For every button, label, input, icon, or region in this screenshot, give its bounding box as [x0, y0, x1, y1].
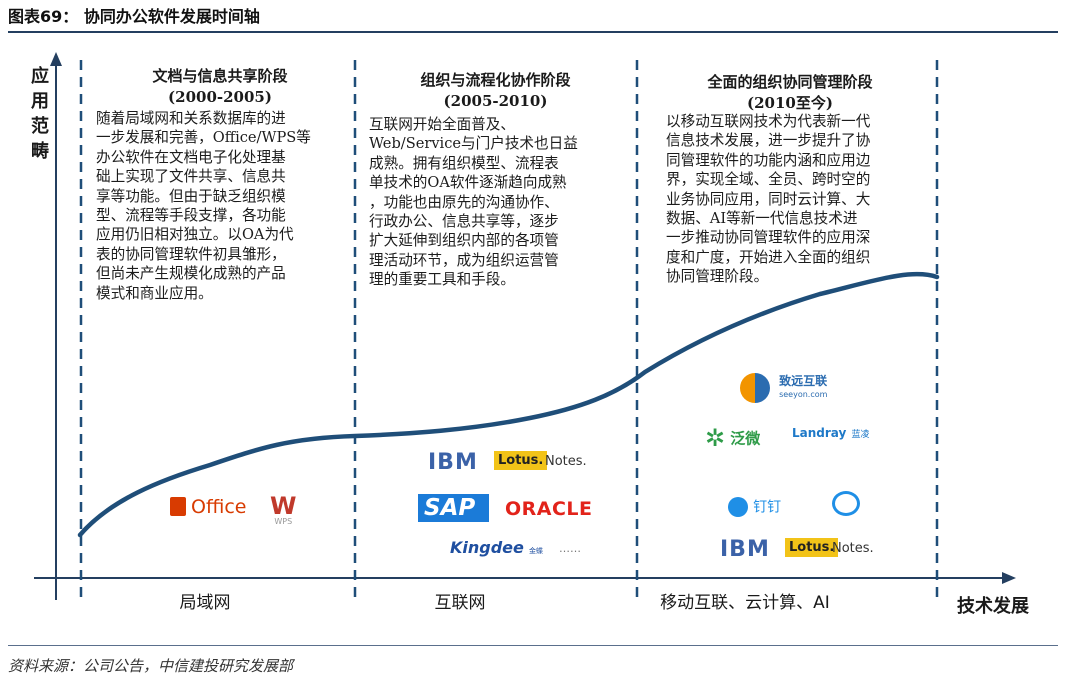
stage-2-line: 成熟。拥有组织模型、流程表	[369, 154, 559, 172]
stage-1-line: 表的协同管理软件初具雏形，	[96, 245, 286, 263]
ellipsis-text: ……	[559, 542, 581, 555]
stage-2-line: 互联网开始全面普及、	[369, 116, 515, 133]
kingdee-logo-cn: 金蝶	[528, 547, 543, 555]
stage-1-header: 文档与信息共享阶段 (2000-2005)	[90, 66, 350, 108]
wps-logo: W WPS	[270, 492, 297, 526]
stage-3-title: 全面的组织协同管理阶段	[707, 73, 873, 91]
footer-rule	[8, 645, 1058, 646]
stage-2-period: (2005-2010)	[443, 92, 548, 110]
stage-3-period: (2010至今)	[747, 94, 833, 112]
stage-2-title: 组织与流程化协作阶段	[420, 71, 571, 89]
y-axis-arrow	[50, 52, 62, 66]
lotus-logo-2: Lotus.	[785, 538, 839, 557]
seeyon-en-text: seeyon.com	[779, 390, 828, 399]
wps-w-icon: W	[270, 492, 297, 520]
stage-1-line: 享等功能。但由于缺乏组织模	[96, 187, 286, 205]
stage-3-description: 以移动互联网技术为代表新一代 信息技术发展，进一步提升了协 同管理软件的功能内涵…	[666, 112, 934, 287]
stage-2-line: 理的重要工具和手段。	[369, 271, 515, 289]
weaver-logo: ✲ 泛微	[705, 424, 760, 452]
stage-1-line: 办公软件在文档电子化处理基	[96, 148, 286, 166]
growth-curve	[77, 271, 940, 538]
landray-logo-cn: 蓝凌	[851, 430, 870, 440]
stage-3-line: 信息技术发展，进一步提升了协	[666, 132, 871, 150]
ibm-logo: IBM	[428, 450, 478, 475]
stage-3-line: 度和广度，开始进入全面的组织	[666, 248, 871, 266]
x-label-lan: 局域网	[179, 593, 231, 613]
weaver-icon: ✲	[705, 424, 726, 452]
stage-3-line: 业务协同应用，同时云计算、大	[666, 190, 871, 208]
landray-logo: Landray 蓝凌	[792, 422, 869, 441]
x-axis-arrow	[1002, 572, 1016, 584]
stage-2-line: 理活动环节，成为组织运营管	[369, 251, 559, 269]
office-logo: Office	[170, 496, 246, 518]
stage-1-line: 型、流程等手段支撑，各功能	[96, 207, 286, 225]
stage-1-line: 一步发展和完善，Office/WPS等	[96, 129, 311, 147]
landray-logo-text: Landray	[792, 426, 847, 440]
dingtalk-icon	[728, 496, 748, 517]
stage-1-line: 模式和商业应用。	[96, 284, 213, 302]
notes-logo: Notes.	[545, 454, 587, 469]
office-logo-text: Office	[191, 496, 247, 518]
wps-logo-text: WPS	[274, 517, 293, 526]
x-label-internet: 互联网	[434, 593, 486, 613]
title-rule	[8, 31, 1058, 33]
source-note: 资料来源：公司公告，中信建投研究发展部	[8, 657, 294, 675]
stage-1-line: 随着局域网和关系数据库的进	[96, 110, 286, 127]
stage-2-line: 扩大延伸到组织内部的各项管	[369, 232, 559, 250]
stage-3-line: 协同管理阶段。	[666, 268, 769, 286]
weaver-logo-text: 泛微	[730, 429, 761, 448]
x-axis-title: 技术发展	[957, 596, 1029, 617]
stage-2-line: 行政办公、信息共享等，逐步	[369, 213, 559, 231]
kingdee-logo: Kingdee 金蝶	[450, 538, 543, 557]
stage-3-line: 一步推动协同管理软件的应用深	[666, 229, 871, 247]
seeyon-logo: 致远互联 seeyon.com	[740, 373, 827, 403]
stage-1-line: 应用仍旧相对独立。以OA为代	[96, 226, 294, 244]
seeyon-icon	[740, 373, 770, 403]
stage-1-title: 文档与信息共享阶段	[152, 67, 288, 85]
dingtalk-logo-text: 钉钉	[753, 499, 782, 516]
x-label-mobile-cloud-ai: 移动互联、云计算、AI	[660, 593, 830, 613]
sap-logo: SAP	[418, 494, 490, 522]
stage-3-header: 全面的组织协同管理阶段 (2010至今)	[655, 72, 925, 114]
stage-3-line: 数据、AI等新一代信息技术进	[666, 210, 858, 228]
kingdee-logo-text: Kingdee	[450, 538, 524, 557]
stage-3-line: 界，实现全域、全员、跨时空的	[666, 171, 871, 189]
lotus-logo: Lotus.	[494, 451, 548, 470]
stage-1-description: 随着局域网和关系数据库的进 一步发展和完善，Office/WPS等 办公软件在文…	[96, 109, 354, 303]
stage-3-line: 以移动互联网技术为代表新一代	[666, 113, 871, 130]
stage-2-header: 组织与流程化协作阶段 (2005-2010)	[368, 70, 623, 112]
y-axis-label: 应用范畴	[31, 66, 49, 162]
stage-1-period: (2000-2005)	[168, 88, 272, 106]
stage-2-line: Web/Service与门户技术也日益	[369, 135, 578, 153]
ibm-logo-2: IBM	[720, 537, 770, 562]
dingtalk-logo: 钉钉	[728, 496, 781, 517]
chat-bubble-icon	[832, 491, 860, 520]
notes-logo-2: Notes.	[832, 541, 874, 556]
stage-1-line: 但尚未产生规模化成熟的产品	[96, 265, 286, 283]
oracle-logo: ORACLE	[505, 498, 593, 520]
office-icon	[170, 497, 186, 516]
stage-1-line: 础上实现了文件共享、信息共	[96, 168, 286, 186]
stage-2-line: 单技术的OA软件逐渐趋向成熟	[369, 174, 567, 192]
seeyon-cn-text: 致远互联	[779, 374, 828, 388]
stage-2-line: ，功能也由原先的沟通协作、	[369, 193, 559, 211]
stage-2-description: 互联网开始全面普及、 Web/Service与门户技术也日益 成熟。拥有组织模型…	[369, 115, 629, 290]
figure-title: 图表69： 协同办公软件发展时间轴	[8, 7, 260, 26]
stage-3-line: 同管理软件的功能内涵和应用边	[666, 151, 871, 169]
